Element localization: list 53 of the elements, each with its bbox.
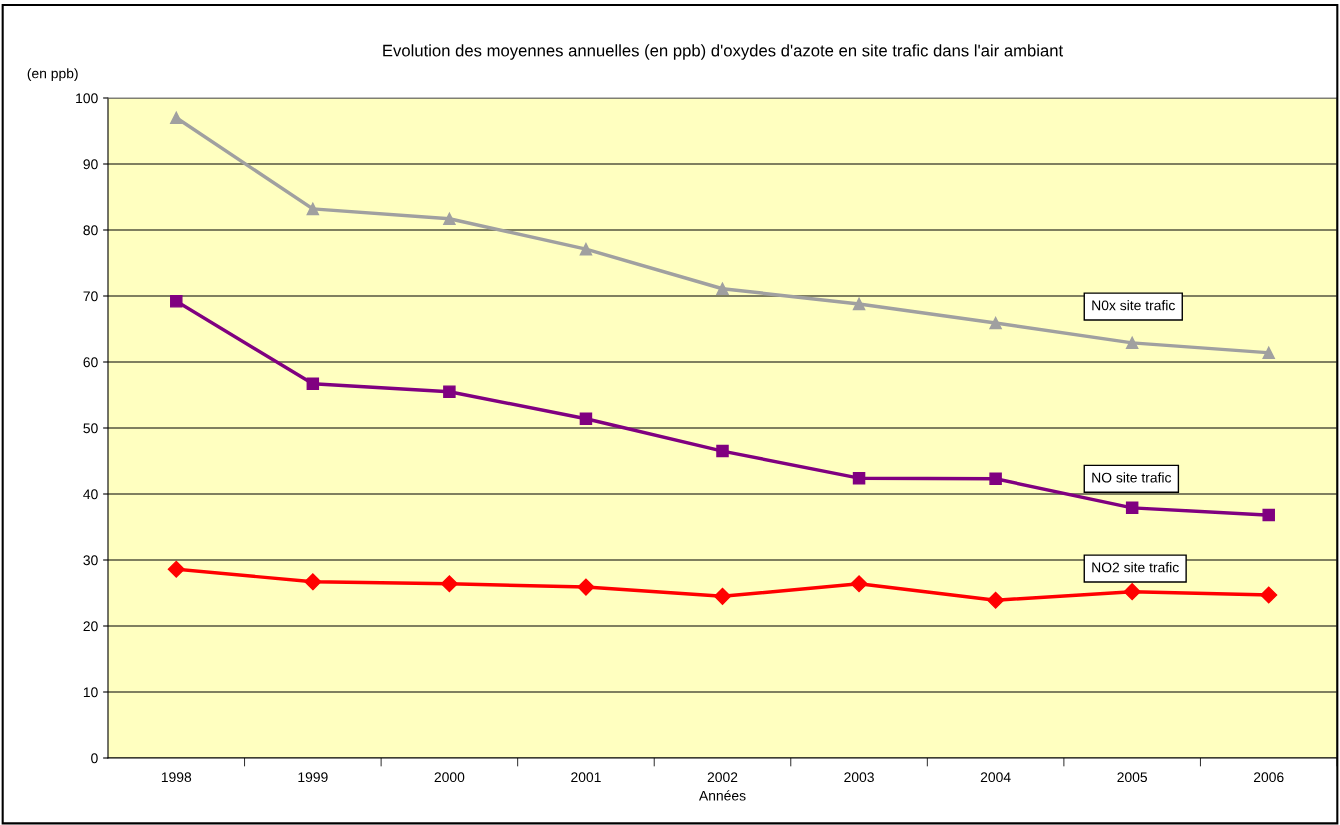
y-tick-label: 60 — [83, 357, 98, 368]
point — [716, 444, 729, 458]
point — [850, 575, 868, 593]
y-tick-label: 90 — [83, 159, 98, 170]
point — [167, 560, 185, 578]
x-tick-label: 2002 — [707, 772, 738, 783]
point — [716, 282, 729, 295]
point — [306, 377, 320, 391]
y-tick-label: 10 — [83, 687, 98, 698]
point — [443, 212, 456, 226]
x-tick-label: 2001 — [571, 772, 601, 783]
x-tick-label: 1998 — [161, 772, 192, 783]
point — [579, 412, 593, 426]
point — [1262, 508, 1275, 522]
y-tick-label: 80 — [83, 225, 98, 236]
x-tick-label: 2000 — [434, 772, 465, 783]
point — [306, 202, 320, 216]
y-tick-label: 30 — [83, 555, 98, 566]
point — [1123, 583, 1141, 601]
y-tick-label: 40 — [83, 489, 98, 500]
point — [577, 578, 595, 596]
x-tick-label: 2004 — [980, 772, 1011, 783]
point — [987, 591, 1005, 609]
x-tick-label: 2006 — [1253, 772, 1284, 783]
point — [1125, 501, 1139, 515]
point — [1262, 346, 1275, 360]
point — [713, 587, 732, 605]
x-axis-title: Années — [698, 790, 746, 801]
point — [443, 385, 456, 398]
series-label: NO2 site trafic — [1092, 562, 1179, 573]
series-label: NO site trafic — [1092, 472, 1172, 483]
x-tick-label: 1999 — [298, 772, 328, 783]
point — [579, 242, 593, 256]
x-tick-label: 2005 — [1117, 772, 1148, 783]
point — [852, 471, 866, 485]
point — [170, 111, 183, 125]
y-tick-label: 20 — [83, 621, 98, 632]
point — [989, 472, 1002, 486]
y-tick-label: 50 — [83, 423, 98, 434]
y-tick-label: 70 — [83, 291, 98, 302]
y-tick-label: 0 — [91, 753, 98, 764]
point — [304, 573, 322, 591]
series-label: N0x site trafic — [1092, 300, 1175, 311]
point — [989, 316, 1002, 330]
point — [852, 297, 866, 311]
point — [170, 295, 183, 308]
x-tick-label: 2003 — [844, 772, 874, 783]
point — [1260, 586, 1278, 604]
chart-title: Evolution des moyennes annuelles (en ppb) d'oxydes d'azote en site trafic dans l'air ambiant — [383, 44, 1064, 60]
point — [1125, 336, 1139, 350]
y-tick-label: 100 — [76, 93, 98, 104]
point — [440, 575, 458, 593]
y-axis-title: (en ppb) — [27, 68, 78, 82]
